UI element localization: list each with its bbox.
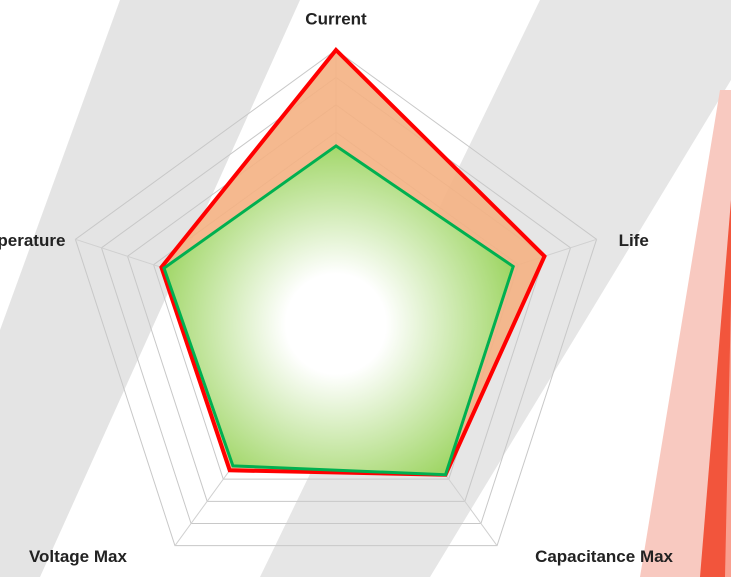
plot-area: Current Life Capacitance Max Voltage Max Tem… (0, 9, 674, 566)
axis-label: Temperature (0, 231, 65, 250)
grid-ring (100, 76, 572, 525)
axis-label: Voltage Max (29, 547, 127, 566)
series-area (162, 144, 515, 477)
axis-label: Current (305, 9, 367, 28)
grid-ring (74, 49, 598, 547)
axis-label: Capacitance Max (535, 547, 673, 566)
axis-label: Life (619, 231, 649, 250)
